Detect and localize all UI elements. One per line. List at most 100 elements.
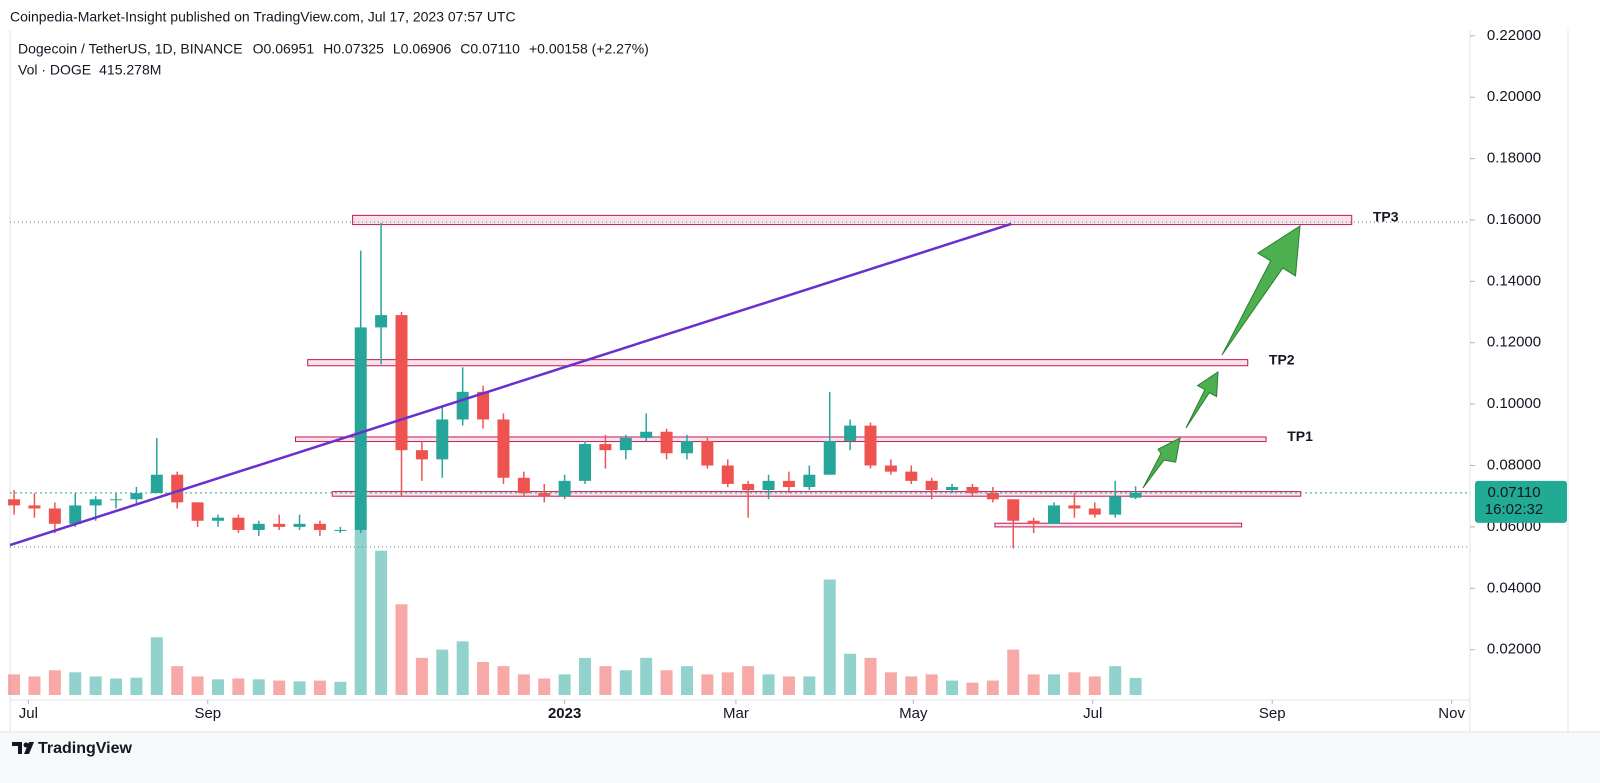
candle-body bbox=[742, 483, 755, 491]
legend-key: H bbox=[323, 41, 333, 57]
candle-body bbox=[966, 486, 979, 494]
volume-bar bbox=[28, 676, 41, 695]
y-tick-label: 0.08000 bbox=[1487, 456, 1541, 473]
candle-body bbox=[986, 493, 999, 500]
candle-body bbox=[110, 499, 123, 501]
x-tick-label: Sep bbox=[194, 705, 221, 722]
volume-bar bbox=[415, 657, 428, 695]
zone bbox=[352, 214, 1353, 226]
y-tick-label: 0.18000 bbox=[1487, 150, 1541, 167]
y-tick-label: 0.16000 bbox=[1487, 211, 1541, 228]
y-tick-label: 0.14000 bbox=[1487, 272, 1541, 289]
volume-bar bbox=[436, 649, 449, 695]
volume-bar bbox=[1048, 674, 1061, 695]
candle-body bbox=[782, 480, 795, 487]
legend-value: 0.07325 bbox=[333, 41, 384, 57]
volume-bar bbox=[354, 530, 367, 695]
arrow-tp3 bbox=[1221, 225, 1301, 356]
volume-bar bbox=[293, 681, 306, 695]
x-tick-label: 2023 bbox=[548, 705, 581, 722]
y-tick-label: 0.04000 bbox=[1487, 579, 1541, 596]
volume-bar bbox=[721, 672, 734, 695]
candle-body bbox=[456, 391, 469, 420]
symbol: Dogecoin / TetherUS, 1D, BINANCE bbox=[18, 41, 243, 57]
candle-body bbox=[395, 315, 408, 451]
candle-body bbox=[721, 465, 734, 484]
footer-bar bbox=[0, 732, 1600, 783]
volume-bar bbox=[782, 676, 795, 695]
tradingview-logo: TradingView bbox=[12, 740, 133, 757]
candle-body bbox=[130, 493, 143, 500]
candle-body bbox=[334, 529, 347, 531]
volume-bar bbox=[884, 672, 897, 695]
volume-bar bbox=[89, 676, 102, 695]
legend-value: 0.06906 bbox=[401, 41, 452, 57]
volume-bar bbox=[477, 662, 490, 695]
candle-body bbox=[313, 523, 326, 530]
brand: TradingView bbox=[38, 740, 133, 757]
candle-body bbox=[375, 315, 388, 328]
volume-bar bbox=[252, 679, 265, 695]
volume-bar bbox=[579, 657, 592, 695]
last-price-label: 0.07110 bbox=[1487, 484, 1540, 501]
volume-label: Vol · DOGE bbox=[18, 62, 91, 78]
volume-bar bbox=[395, 604, 408, 695]
volume-bar bbox=[640, 657, 653, 695]
candle-body bbox=[497, 419, 510, 478]
candle-body bbox=[884, 465, 897, 472]
candle-body bbox=[1088, 508, 1101, 515]
candle-body bbox=[803, 474, 816, 487]
volume-bar bbox=[69, 672, 82, 695]
volume-bar bbox=[375, 550, 388, 695]
volume-bar bbox=[925, 674, 938, 695]
candle-body bbox=[211, 517, 224, 521]
volume-bar bbox=[660, 670, 673, 695]
volume-bar bbox=[1007, 649, 1020, 695]
volume-bar bbox=[558, 674, 571, 695]
x-tick-label: Mar bbox=[723, 705, 749, 722]
logo-dot bbox=[23, 742, 29, 748]
volume-bar bbox=[844, 653, 857, 695]
candle-body bbox=[171, 474, 184, 503]
candle-body bbox=[69, 505, 82, 524]
candle-body bbox=[619, 437, 632, 451]
volume-bar bbox=[497, 666, 510, 695]
zone bbox=[994, 522, 1243, 528]
volume-bar bbox=[680, 666, 693, 695]
x-tick-label: May bbox=[899, 705, 928, 722]
candle-body bbox=[48, 508, 61, 524]
volume-bar bbox=[742, 666, 755, 695]
volume-bar bbox=[864, 657, 877, 695]
volume-bar bbox=[232, 678, 245, 695]
candle-body bbox=[558, 480, 571, 497]
candle-body bbox=[660, 431, 673, 454]
candle-body bbox=[1007, 499, 1020, 521]
volume-bar bbox=[986, 680, 999, 695]
candle-body bbox=[538, 493, 551, 497]
candle-body bbox=[599, 444, 612, 451]
last-price-badge bbox=[1475, 480, 1567, 523]
candle-body bbox=[925, 480, 938, 491]
candle-body bbox=[436, 419, 449, 460]
candle-body bbox=[680, 440, 693, 454]
volume-bar bbox=[150, 637, 163, 695]
volume-value: 415.278M bbox=[99, 62, 161, 78]
volume-bar bbox=[1129, 677, 1142, 695]
volume-bar bbox=[1068, 672, 1081, 695]
candle-body bbox=[477, 391, 490, 420]
candle-body bbox=[1027, 520, 1040, 524]
y-tick-label: 0.02000 bbox=[1487, 641, 1541, 658]
candle-body bbox=[150, 474, 163, 494]
volume-bar bbox=[110, 678, 123, 695]
volume-bar bbox=[762, 674, 775, 695]
zone bbox=[294, 436, 1267, 443]
zone bbox=[307, 359, 1249, 367]
volume-bar bbox=[334, 681, 347, 695]
y-tick-label: 0.22000 bbox=[1487, 27, 1541, 44]
volume-bar bbox=[273, 680, 286, 695]
candle-body bbox=[946, 486, 959, 491]
volume-bar bbox=[517, 674, 530, 695]
zone-label: TP1 bbox=[1287, 428, 1313, 444]
candle-body bbox=[28, 505, 41, 509]
